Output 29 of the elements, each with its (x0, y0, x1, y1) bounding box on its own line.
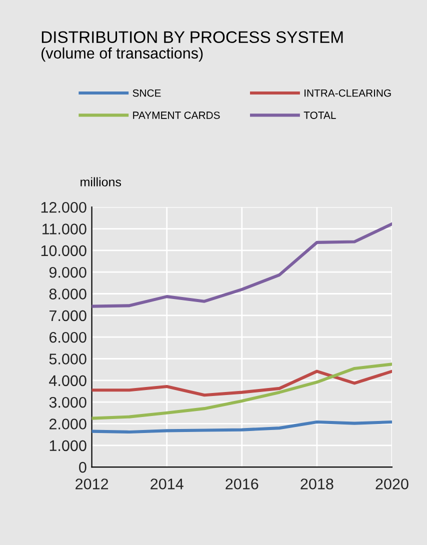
y-tick-label: 5.000 (49, 354, 86, 364)
line-series (92, 370, 392, 397)
y-tick-label: 2.000 (49, 418, 86, 430)
y-tick-label: 9.000 (49, 266, 86, 278)
y-tick-label: 1.000 (50, 440, 86, 452)
line-series (92, 222, 392, 308)
legend-label: INTRA-CLEARING (304, 89, 391, 97)
y-tick-label: 7.000 (50, 310, 86, 322)
y-tick-label: 3.000 (49, 396, 86, 408)
legend-label: TOTAL (304, 112, 336, 119)
y-axis-title: millions (80, 177, 122, 186)
legend-label: PAYMENT CARDS (133, 112, 220, 119)
chart-subtitle: (volume of transactions) (42, 47, 203, 62)
y-tick-label: 6.000 (49, 332, 86, 343)
chart-title: DISTRIBUTION BY PROCESS SYSTEM (42, 31, 343, 44)
x-tick-label: 2012 (76, 478, 108, 490)
y-tick-label: 12.000 (41, 202, 86, 213)
y-tick-label: 11.000 (42, 224, 86, 234)
x-tick-label: 2020 (376, 478, 408, 490)
y-tick-label: 0 (79, 462, 86, 473)
x-tick-label: 2014 (150, 478, 184, 490)
y-tick-label: 8.000 (49, 288, 86, 300)
line-series (92, 362, 392, 420)
x-tick-label: 2016 (226, 478, 258, 490)
line-series (92, 420, 392, 434)
legend-label: SNCE (132, 89, 161, 97)
x-tick-label: 2018 (300, 478, 334, 490)
y-tick-label: 10.000 (41, 245, 86, 256)
y-tick-label: 4.000 (49, 375, 86, 386)
